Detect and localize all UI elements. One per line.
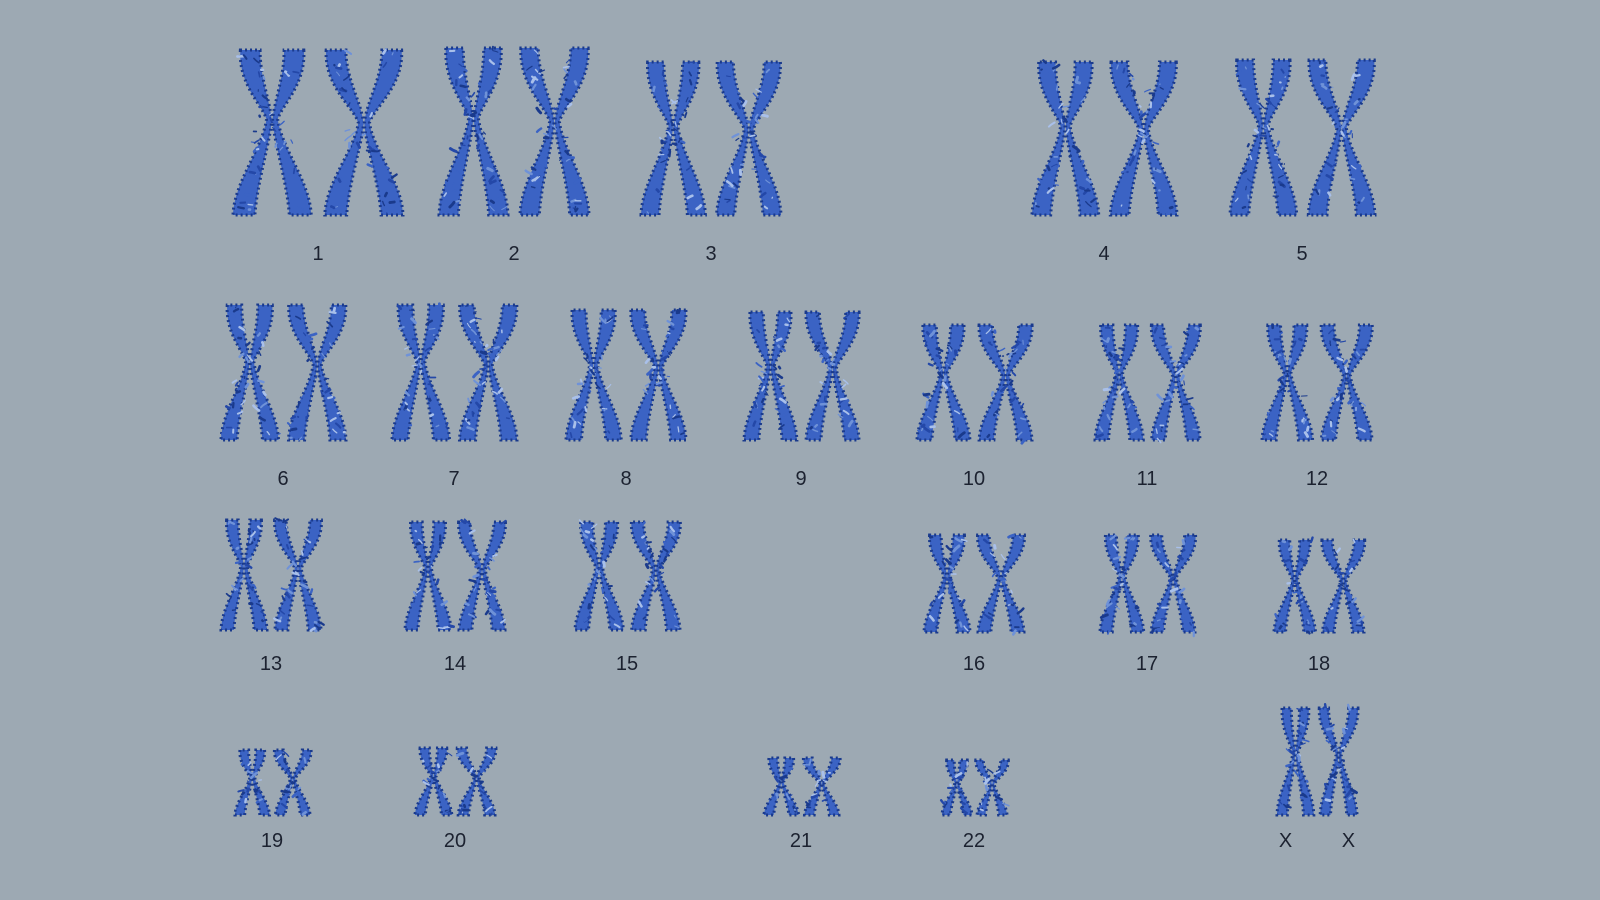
chromosome [518, 46, 591, 217]
chromosome-label: 14 [443, 653, 467, 675]
chromosome [629, 520, 682, 632]
chromosome-label: 15 [615, 653, 639, 675]
chromosome [939, 758, 973, 817]
chromosome-pair-2 [437, 45, 591, 217]
chromosome-pair-18 [1272, 536, 1367, 635]
chromosome [1108, 60, 1179, 217]
chromosome-label: 8 [620, 468, 632, 490]
chromosome [572, 519, 625, 632]
chromosome [973, 758, 1010, 817]
chromosome-label: 11 [1136, 468, 1158, 490]
chromosome-label: 16 [962, 653, 986, 675]
chromosome [1275, 706, 1316, 817]
chromosome [1317, 702, 1360, 817]
chromosome-label: 17 [1135, 653, 1159, 675]
chromosome-pair-19 [232, 748, 313, 817]
chromosome-pair-3 [639, 60, 783, 217]
chromosome [413, 746, 454, 817]
chromosome-label: 13 [259, 653, 283, 675]
chromosome [1029, 59, 1100, 217]
chromosome-label: 19 [260, 830, 284, 852]
chromosome [715, 60, 783, 217]
chromosome [457, 303, 519, 442]
chromosome-label: 21 [789, 830, 813, 852]
chromosome-pair-16 [922, 533, 1026, 636]
chromosome [922, 533, 972, 634]
chromosome [272, 748, 313, 817]
chromosome-pair-10 [914, 323, 1034, 445]
chromosome-pair-12 [1260, 323, 1374, 442]
chromosome-label: 2 [508, 243, 520, 265]
chromosome [286, 303, 348, 442]
chromosome [437, 45, 510, 217]
chromosome [457, 518, 507, 632]
chromosome [219, 518, 269, 632]
chromosome-pair-8 [564, 307, 688, 442]
chromosome-pair-4 [1029, 59, 1179, 217]
chromosome [1320, 538, 1367, 634]
chromosome [1227, 58, 1298, 217]
chromosome [1092, 323, 1145, 442]
chromosome [273, 517, 325, 633]
chromosome [455, 746, 498, 817]
chromosome-pair-17 [1097, 533, 1197, 638]
chromosome-label: 6 [277, 468, 289, 490]
chromosome [741, 310, 798, 442]
chromosome [323, 47, 405, 217]
chromosome [564, 308, 623, 442]
chromosome-label: 4 [1098, 243, 1110, 265]
chromosome-pair-21 [761, 756, 842, 817]
chromosome-label: 12 [1305, 468, 1329, 490]
chromosome-label: X X [1278, 830, 1378, 852]
chromosome [1097, 533, 1145, 635]
chromosome-label: 20 [443, 830, 467, 852]
chromosome [232, 748, 271, 817]
chromosome-pair-5 [1227, 58, 1377, 217]
chromosome [976, 533, 1026, 636]
chromosome [1319, 323, 1374, 442]
chromosome-pair-15 [572, 519, 682, 632]
chromosome-label: 18 [1307, 653, 1331, 675]
chromosome [403, 520, 455, 632]
chromosome [231, 48, 313, 217]
chromosome [389, 302, 451, 442]
chromosome-label: 22 [962, 830, 986, 852]
chromosome [914, 323, 971, 442]
chromosome [639, 60, 707, 217]
chromosome-label: 10 [962, 468, 986, 490]
chromosome-pair-13 [219, 517, 325, 633]
chromosome-label: 1 [312, 243, 324, 265]
chromosome [761, 756, 800, 817]
chromosome-label: 7 [448, 468, 460, 490]
chromosome [1149, 323, 1202, 444]
chromosome [1272, 536, 1317, 635]
chromosome-label: 5 [1296, 243, 1308, 265]
chromosome-pair-11 [1092, 323, 1202, 444]
chromosome-label: 9 [795, 468, 807, 490]
chromosome-pair-7 [389, 302, 519, 442]
chromosome [1260, 323, 1315, 442]
chromosome-pair-20 [413, 746, 498, 817]
chromosome [1306, 58, 1377, 217]
chromosome-label: 3 [705, 243, 717, 265]
chromosome [801, 756, 842, 817]
chromosome [1148, 533, 1197, 638]
chromosome-pair-xx [1275, 702, 1360, 817]
chromosome-pair-14 [403, 518, 507, 632]
chromosome-pair-6 [218, 303, 348, 442]
chromosome [977, 323, 1034, 445]
chromosome-pair-22 [939, 758, 1010, 817]
chromosome-pair-1 [231, 47, 405, 217]
chromosome-pair-9 [741, 310, 861, 442]
chromosome [218, 303, 281, 442]
chromosome [804, 310, 861, 442]
chromosome [629, 307, 688, 442]
